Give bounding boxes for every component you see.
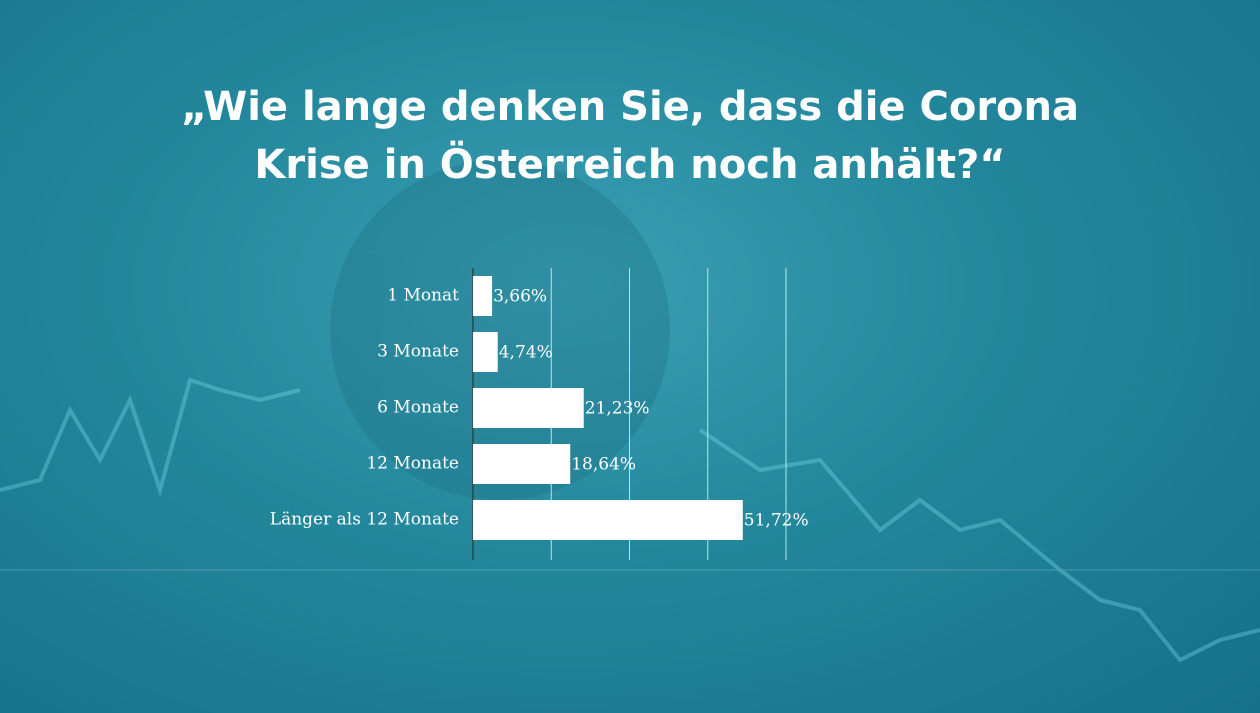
y-tick-label: 3 Monate bbox=[377, 342, 459, 362]
value-label: 18,64% bbox=[571, 455, 636, 475]
bar bbox=[473, 332, 498, 372]
y-tick-label: 12 Monate bbox=[366, 454, 459, 474]
bar bbox=[473, 500, 743, 540]
y-tick-label: 6 Monate bbox=[377, 398, 459, 418]
decor-line bbox=[0, 377, 301, 497]
bar bbox=[473, 444, 571, 484]
y-tick-label: 1 Monat bbox=[387, 286, 459, 306]
bar bbox=[473, 388, 584, 428]
virus-shape bbox=[330, 160, 670, 500]
value-label: 21,23% bbox=[585, 399, 650, 419]
chart-title: „Wie lange denken Sie, dass die Corona K… bbox=[181, 84, 1079, 188]
value-label: 51,72% bbox=[744, 511, 809, 531]
decor-line bbox=[698, 428, 1260, 663]
bar bbox=[473, 276, 493, 316]
decoration bbox=[0, 160, 1260, 663]
value-label: 3,66% bbox=[493, 287, 547, 307]
value-label: 4,74% bbox=[499, 343, 553, 363]
y-tick-label: Länger als 12 Monate bbox=[270, 510, 459, 530]
